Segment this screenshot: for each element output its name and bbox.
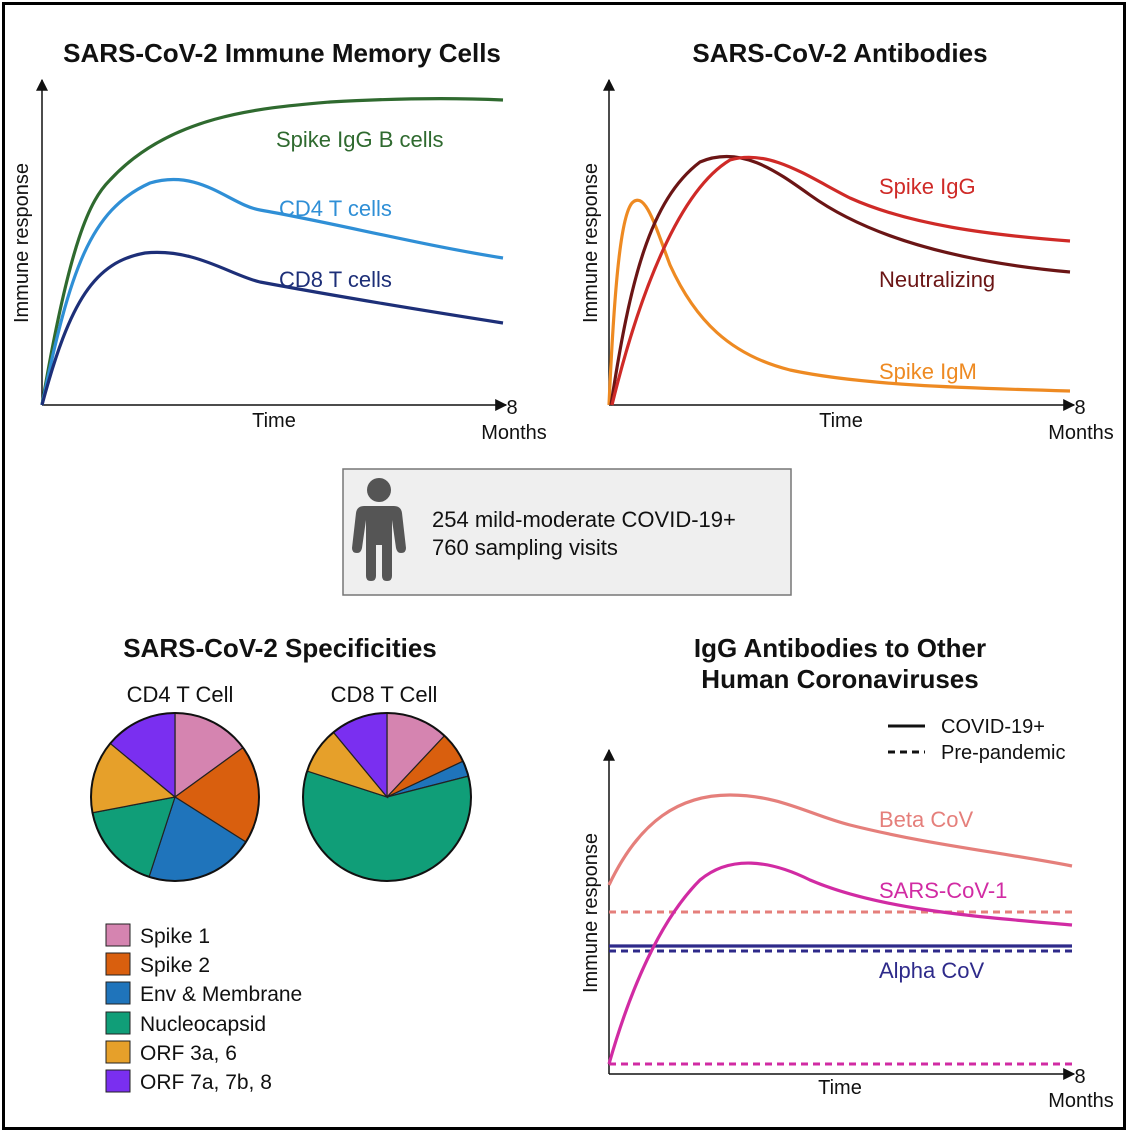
cd4-pie-outline bbox=[90, 712, 260, 882]
legend-label-env-membrane: Env & Membrane bbox=[140, 983, 302, 1006]
neutralizing-curve bbox=[609, 154, 1071, 406]
memory-end-unit: Months bbox=[481, 422, 547, 444]
cd8-pie-outline bbox=[302, 712, 472, 882]
other-coronaviruses-panel: IgG Antibodies to Other Human Coronaviru… bbox=[580, 633, 1114, 1112]
memory-xlabel: Time bbox=[252, 410, 296, 432]
other-title-line-2: Human Coronaviruses bbox=[701, 664, 978, 694]
memory-title: SARS-CoV-2 Immune Memory Cells bbox=[63, 38, 501, 68]
beta-cov-label: Beta CoV bbox=[879, 807, 973, 832]
spike-igg-curve bbox=[610, 155, 1071, 406]
antibodies-ylabel: Immune response bbox=[580, 163, 602, 323]
legend-swatch-spike-1 bbox=[105, 923, 131, 947]
antibodies-end-unit: Months bbox=[1048, 422, 1114, 444]
cd8-t-cells-curve bbox=[40, 250, 504, 406]
legend-swatch-spike-2 bbox=[105, 952, 131, 976]
cd8-t-cell-pie bbox=[302, 712, 472, 882]
other-end-tick: 8 bbox=[1074, 1066, 1085, 1088]
other-xlabel: Time bbox=[818, 1077, 862, 1099]
other-title-line-1: IgG Antibodies to Other bbox=[694, 633, 986, 663]
cohort-line-1: 254 mild-moderate COVID-19+ bbox=[432, 507, 736, 532]
antibodies-xlabel: Time bbox=[819, 410, 863, 432]
spike-igm-label: Spike IgM bbox=[879, 359, 977, 384]
legend-label-nucleocapsid: Nucleocapsid bbox=[140, 1013, 266, 1036]
memory-panel: SARS-CoV-2 Immune Memory Cells Immune re… bbox=[11, 38, 547, 444]
specificities-panel: SARS-CoV-2 Specificities CD4 T Cell CD8 … bbox=[90, 633, 472, 1094]
cd8-t-cells-label: CD8 T cells bbox=[279, 267, 392, 292]
legend-label-orf-7a-7b-8: ORF 7a, 7b, 8 bbox=[140, 1071, 272, 1094]
legend-swatch-orf-3a-6 bbox=[105, 1040, 131, 1064]
antibodies-end-tick: 8 bbox=[1074, 397, 1085, 419]
cohort-line-2: 760 sampling visits bbox=[432, 535, 618, 560]
legend-label-spike-2: Spike 2 bbox=[140, 954, 210, 977]
cd4-t-cell-pie bbox=[90, 712, 260, 882]
sars-cov-1-label: SARS-CoV-1 bbox=[879, 878, 1007, 903]
cd8-pie-label: CD8 T Cell bbox=[331, 682, 438, 707]
other-end-unit: Months bbox=[1048, 1090, 1114, 1112]
antibodies-panel: SARS-CoV-2 Antibodies Immune response Ti… bbox=[580, 38, 1114, 444]
alpha-cov-label: Alpha CoV bbox=[879, 958, 985, 983]
cd4-t-cells-label: CD4 T cells bbox=[279, 196, 392, 221]
beta-cov-curve bbox=[607, 793, 1073, 886]
legend-swatch-env-membrane bbox=[105, 981, 131, 1005]
cohort-box: 254 mild-moderate COVID-19+ 760 sampling… bbox=[342, 468, 792, 596]
memory-end-tick: 8 bbox=[506, 397, 517, 419]
spike-igm-curve bbox=[607, 198, 1071, 406]
person-icon bbox=[352, 478, 406, 581]
cd4-t-cells-curve bbox=[40, 177, 504, 406]
legend-dashed-label: Pre-pandemic bbox=[941, 742, 1066, 764]
sars-cov-1-curve bbox=[607, 861, 1073, 1065]
other-ylabel: Immune response bbox=[580, 833, 602, 993]
legend-swatch-nucleocapsid bbox=[105, 1011, 131, 1035]
antibodies-title: SARS-CoV-2 Antibodies bbox=[692, 38, 987, 68]
legend-swatch-orf-7a-7b-8 bbox=[105, 1069, 131, 1093]
memory-ylabel: Immune response bbox=[11, 163, 33, 323]
legend-label-orf-3a-6: ORF 3a, 6 bbox=[140, 1042, 237, 1065]
spike-igg-b-cells-curve bbox=[40, 97, 504, 406]
specificities-title: SARS-CoV-2 Specificities bbox=[123, 633, 437, 663]
neutralizing-label: Neutralizing bbox=[879, 267, 995, 292]
specificities-legend: Spike 1 Spike 2 Env & Membrane Nucleocap… bbox=[105, 923, 302, 1094]
legend-label-spike-1: Spike 1 bbox=[140, 925, 210, 948]
spike-igg-b-cells-label: Spike IgG B cells bbox=[276, 127, 444, 152]
spike-igg-label: Spike IgG bbox=[879, 174, 976, 199]
cd4-pie-label: CD4 T Cell bbox=[127, 682, 234, 707]
legend-solid-label: COVID-19+ bbox=[941, 716, 1045, 738]
